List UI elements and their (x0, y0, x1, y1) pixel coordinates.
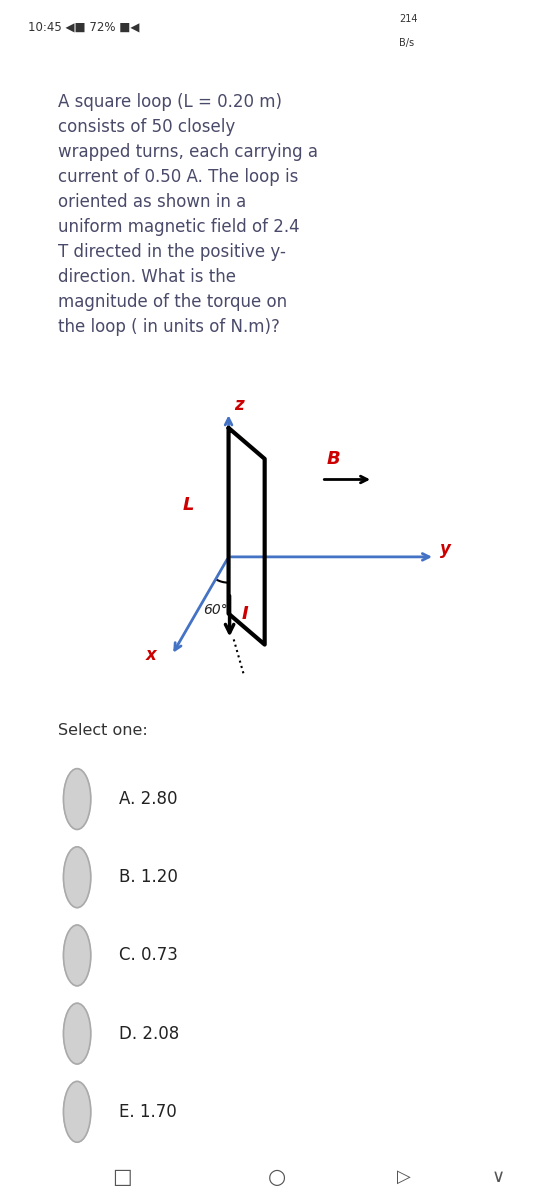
Text: ∨: ∨ (492, 1169, 505, 1186)
Text: y: y (440, 540, 451, 558)
Text: 60°: 60° (203, 602, 228, 617)
Text: z: z (234, 396, 243, 414)
Text: B. 1.20: B. 1.20 (119, 869, 177, 887)
Text: D. 2.08: D. 2.08 (119, 1025, 179, 1043)
Text: ▷: ▷ (397, 1169, 412, 1186)
Text: B: B (326, 450, 340, 468)
Text: 214: 214 (399, 14, 417, 24)
Text: B/s: B/s (399, 38, 414, 48)
Circle shape (64, 1081, 91, 1142)
Text: x: x (146, 647, 157, 665)
Text: □: □ (112, 1168, 132, 1187)
Text: C. 0.73: C. 0.73 (119, 947, 177, 965)
Text: E. 1.70: E. 1.70 (119, 1103, 176, 1121)
Circle shape (64, 1003, 91, 1064)
Text: A. 2.80: A. 2.80 (119, 790, 177, 808)
Text: ○: ○ (268, 1168, 286, 1187)
Text: A square loop (L = 0.20 m)
consists of 50 closely
wrapped turns, each carrying a: A square loop (L = 0.20 m) consists of 5… (58, 94, 317, 336)
Text: L: L (182, 497, 194, 515)
Text: 10:45 ◀■ 72% ■◀: 10:45 ◀■ 72% ■◀ (28, 20, 139, 34)
Text: Select one:: Select one: (58, 724, 147, 738)
Circle shape (64, 925, 91, 986)
Circle shape (64, 769, 91, 829)
Circle shape (64, 847, 91, 907)
Text: I: I (242, 605, 248, 623)
